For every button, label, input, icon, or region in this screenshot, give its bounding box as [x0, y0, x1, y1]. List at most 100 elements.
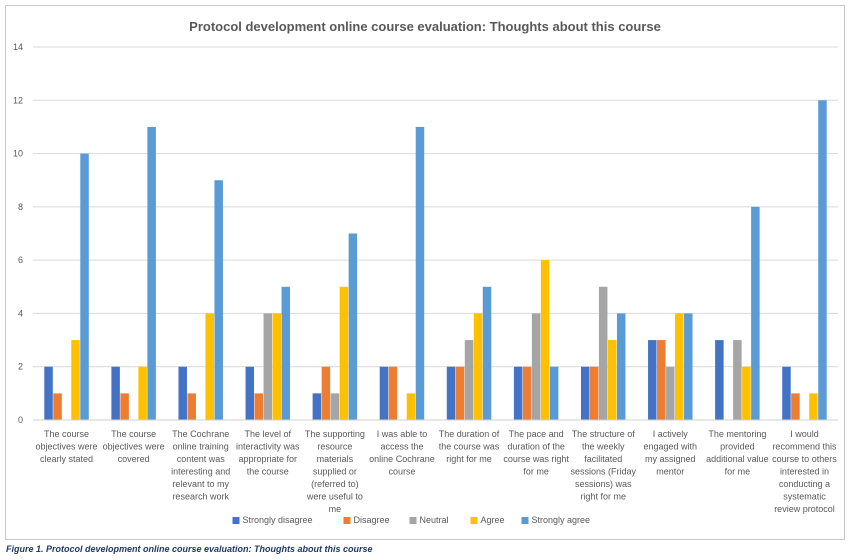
chart-title: Protocol development online course evalu… [189, 19, 661, 34]
bar-strongly-disagree [245, 366, 255, 420]
x-category-label: course [388, 467, 415, 477]
x-category-label: course to others [772, 454, 837, 464]
bar-strongly-disagree [715, 340, 724, 420]
bar-agree [540, 260, 550, 420]
legend: Strongly disagree Disagree Neutral Agree Str… [232, 515, 591, 525]
bar-strongly-agree [549, 366, 559, 420]
bar-strongly-agree [415, 126, 425, 421]
x-category-label: The level of [245, 429, 292, 439]
x-category-label: objectives were [103, 442, 165, 452]
x-category-label: additional value [706, 454, 769, 464]
x-category-label: the course was [439, 442, 500, 452]
bar-disagree [53, 393, 62, 420]
x-category-label: systematic [783, 492, 826, 502]
x-category-label: The course [111, 429, 156, 439]
x-category-label: for me [523, 467, 549, 477]
y-tick-label: 12 [13, 95, 23, 105]
x-category-label: covered [118, 454, 150, 464]
x-category-label: online Cochrane [369, 454, 435, 464]
x-category-label: sessions (Friday [570, 467, 636, 477]
bar-disagree [657, 340, 666, 420]
legend-label: Strongly agree [532, 515, 591, 525]
bar-agree [742, 366, 751, 420]
bar-strongly-agree [348, 233, 358, 420]
y-tick-label: 2 [18, 362, 23, 372]
bar-disagree [388, 366, 398, 420]
x-category-label: review protocol [774, 504, 835, 514]
x-category-label: The Cochrane [172, 429, 229, 439]
x-category-label: The structure of [572, 429, 636, 439]
y-tick-label: 0 [18, 415, 23, 425]
bar-agree [272, 313, 282, 420]
y-tick-label: 14 [13, 42, 23, 52]
x-category-label: course was right [503, 454, 569, 464]
bar-strongly-disagree [379, 366, 389, 420]
bar-neutral [598, 286, 608, 420]
y-tick-label: 4 [18, 308, 23, 318]
bar-neutral [263, 313, 273, 420]
x-category-label: my assigned [645, 454, 696, 464]
bar-strongly-disagree [648, 340, 657, 420]
x-category-label: The mentoring [708, 429, 766, 439]
bar-agree [406, 393, 416, 420]
bar-agree [205, 313, 214, 420]
x-category-label: The duration of [439, 429, 500, 439]
x-category-label: The course [44, 429, 89, 439]
bar-disagree [589, 366, 599, 420]
bar-agree [71, 340, 80, 420]
x-category-label: me [329, 504, 342, 514]
legend-label: Strongly disagree [243, 515, 313, 525]
x-category-label: interactivity was [236, 442, 300, 452]
chart-frame: Protocol development online course evalu… [5, 5, 845, 540]
x-category-label: access the [380, 442, 423, 452]
chart: Protocol development online course evalu… [13, 19, 838, 525]
bar-strongly-disagree [446, 366, 456, 420]
legend-label: Agree [481, 515, 505, 525]
x-category-label: provided [720, 442, 755, 452]
bar-strongly-agree [281, 286, 291, 420]
x-category-label: right for me [580, 492, 626, 502]
bar-disagree [120, 393, 129, 420]
legend-label: Disagree [354, 515, 390, 525]
x-category-label: The pace and [509, 429, 564, 439]
x-category-label: mentor [656, 467, 684, 477]
x-category-label: right for me [446, 454, 492, 464]
bar-strongly-agree [684, 313, 693, 420]
bar-disagree [791, 393, 800, 420]
legend-swatch [343, 517, 351, 524]
x-category-label: duration of the [507, 442, 565, 452]
x-category-label: recommend this [772, 442, 837, 452]
bars [44, 100, 827, 421]
x-category-label: The supporting [305, 429, 365, 439]
bar-neutral [733, 340, 742, 420]
bar-agree [675, 313, 684, 420]
bar-neutral [531, 313, 541, 420]
bar-strongly-agree [147, 126, 156, 421]
x-category-label: online training [173, 442, 229, 452]
bar-disagree [455, 366, 465, 420]
bar-strongly-agree [818, 100, 827, 420]
bar-strongly-agree [80, 153, 89, 420]
bar-agree [809, 393, 818, 420]
x-category-label: conducting a [779, 479, 830, 489]
bar-agree [138, 366, 147, 420]
bar-agree [607, 340, 617, 420]
bar-strongly-agree [482, 286, 492, 420]
bar-strongly-disagree [312, 393, 322, 420]
legend-swatch [470, 517, 478, 524]
x-category-label: materials [317, 454, 354, 464]
bar-neutral [666, 366, 675, 420]
bar-strongly-disagree [782, 366, 791, 420]
bar-strongly-agree [616, 313, 626, 420]
x-category-label: I was able to [377, 429, 428, 439]
x-category-label: research work [172, 492, 229, 502]
bar-strongly-disagree [580, 366, 590, 420]
bar-disagree [321, 366, 331, 420]
bar-strongly-agree [214, 180, 223, 420]
bar-disagree [522, 366, 532, 420]
x-axis-labels: The course objectives were clearly stated T… [36, 429, 838, 514]
legend-label: Neutral [420, 515, 449, 525]
y-tick-label: 10 [13, 149, 23, 159]
x-category-label: were useful to [306, 492, 363, 502]
y-tick-label: 8 [18, 202, 23, 212]
